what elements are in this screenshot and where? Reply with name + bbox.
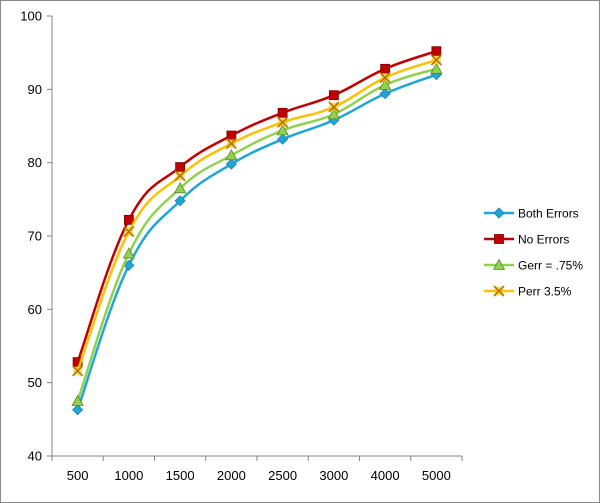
series-0 [72,69,442,416]
series-line [76,67,437,402]
series-line [76,73,437,411]
data-point-marker [277,107,288,118]
x-tick-label: 5000 [422,468,451,483]
data-point-marker [276,124,289,136]
x-tick-label: 2000 [217,468,246,483]
data-point-marker [327,107,341,120]
legend-label: Perr 3.5% [518,285,572,299]
legend-item: Both Errors [484,207,579,221]
legend-label: Gerr = .75% [518,259,583,273]
data-point-marker [277,116,289,128]
data-point-marker [174,170,186,182]
legend: Both Errors No Errors Gerr = .75% Perr 3.5% [484,207,583,299]
legend-marker [493,207,505,219]
data-point-marker [123,226,135,238]
legend-marker [494,234,504,244]
y-tick-label: 100 [20,9,42,24]
y-tick-label: 40 [28,449,42,464]
legend-item: Gerr = .75% [484,259,583,273]
y-tick-label: 90 [28,82,42,97]
series-3 [72,54,442,377]
y-tick-label: 80 [28,155,42,170]
data-point-marker [431,46,442,57]
y-tick-label: 50 [28,375,42,390]
y-tick-label: 60 [28,302,42,317]
y-tick-label: 70 [28,229,42,244]
data-point-marker [123,214,134,225]
data-point-marker [175,162,186,172]
x-tick-label: 500 [67,468,89,483]
data-point-marker [122,247,136,259]
legend-label: Both Errors [518,207,579,221]
legend-item: No Errors [484,233,569,247]
data-point-marker [277,133,289,145]
series-layer [71,46,443,416]
data-point-marker [328,101,340,113]
data-point-marker [328,90,339,101]
data-point-marker [71,394,84,406]
series-line [76,50,437,363]
data-point-marker [380,63,391,74]
data-point-marker [72,404,84,416]
data-point-marker [430,62,443,74]
data-point-marker [173,182,187,194]
data-point-marker [225,158,237,170]
legend-marker [492,258,506,270]
x-tick-label: 2500 [268,468,297,483]
data-point-marker [225,149,238,161]
x-tick-label: 1500 [166,468,195,483]
series-1 [72,46,442,368]
data-point-marker [379,72,391,84]
series-2 [71,62,443,406]
data-point-marker [379,88,391,100]
axes: 40 50 60 70 80 90 100 500 1000 1500 2000 2500 3000 40… [20,9,463,483]
legend-item: Perr 3.5% [484,285,572,299]
x-tick-label: 4000 [371,468,400,483]
data-point-marker [174,195,186,207]
data-point-marker [378,78,392,90]
data-point-marker [225,138,237,150]
legend-label: No Errors [518,233,569,247]
x-tick-label: 1000 [114,468,143,483]
x-tick-label: 3000 [319,468,348,483]
data-point-marker [226,130,237,141]
data-point-marker [72,365,84,377]
legend-marker [493,285,505,297]
data-point-marker [430,54,442,66]
